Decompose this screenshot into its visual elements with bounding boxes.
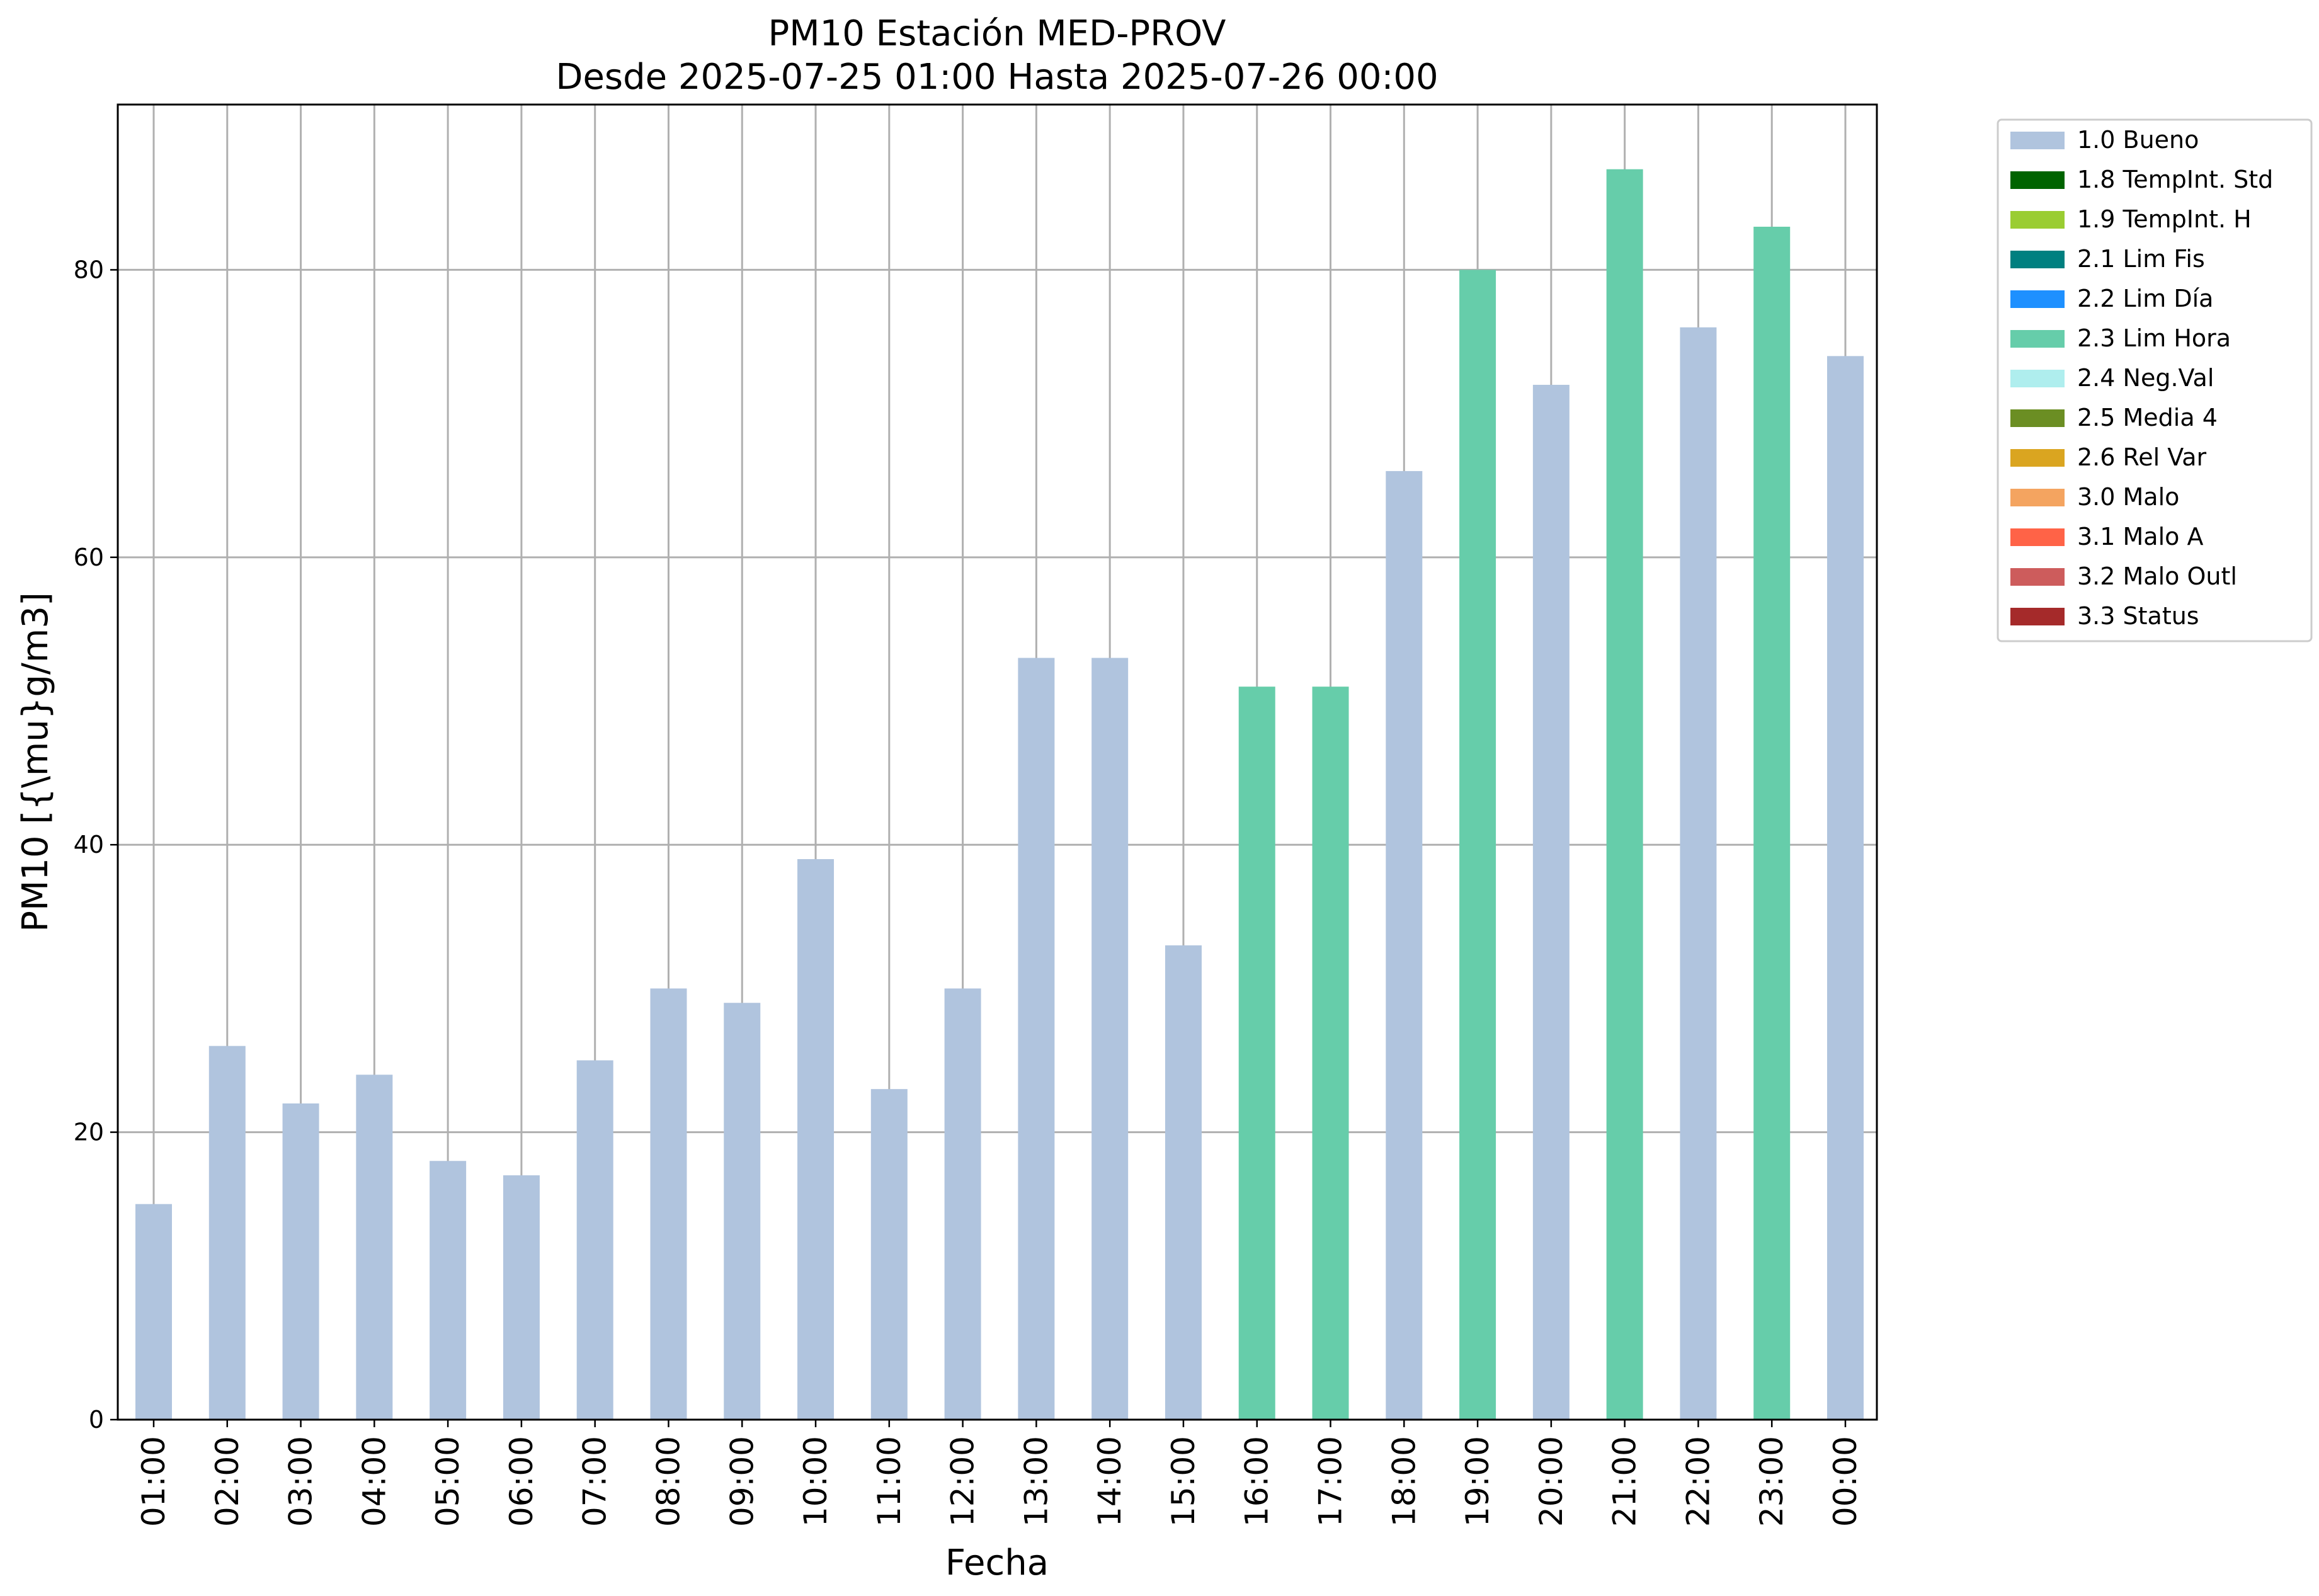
legend: 1.0 Bueno 1.8 TempInt. Std 1.9 TempInt. H 2… [1997,118,2313,642]
x-axis: 01:00 02:00 03:00 04:00 05:00 06:00 07:00 08:00… [135,1420,1864,1527]
legend-label: 2.2 Lim Día [2077,285,2213,312]
bar [1165,945,1202,1420]
bar [356,1074,393,1420]
bar [1238,687,1275,1420]
y-tick-label: 80 [74,256,104,283]
x-axis-label: Fecha [945,1542,1049,1583]
legend-swatch [2010,370,2065,387]
y-tick-label: 0 [89,1406,104,1434]
bar [944,988,981,1420]
legend-frame [1997,118,2313,642]
legend-label: 1.9 TempInt. H [2077,205,2252,233]
y-axis: 0 20 40 60 80 [74,256,118,1434]
bar [650,988,687,1420]
bar [1459,270,1496,1420]
bar [797,859,835,1420]
legend-swatch [2010,171,2065,189]
legend-swatch [2010,251,2065,268]
y-tick-label: 20 [74,1119,104,1146]
legend-label: 2.4 Neg.Val [2077,364,2214,392]
bar [1606,169,1643,1420]
x-tick-label: 06:00 [503,1436,540,1527]
x-tick-label: 02:00 [209,1436,246,1527]
bar [1827,356,1864,1420]
x-tick-label: 04:00 [356,1436,392,1527]
bar [282,1103,319,1420]
x-tick-label: 15:00 [1165,1436,1202,1527]
x-tick-label: 23:00 [1753,1436,1790,1527]
bar [1386,470,1423,1420]
legend-label: 3.0 Malo [2077,483,2179,511]
bar [1312,687,1349,1420]
x-tick-label: 01:00 [135,1436,172,1527]
x-tick-label: 16:00 [1239,1436,1275,1527]
x-tick-label: 08:00 [650,1436,687,1527]
bar [1753,226,1791,1420]
legend-swatch [2010,409,2065,427]
legend-swatch [2010,330,2065,348]
legend-swatch [2010,568,2065,586]
x-tick-label: 21:00 [1607,1436,1643,1527]
chart-subtitle: Desde 2025-07-25 01:00 Hasta 2025-07-26 … [556,57,1438,98]
x-tick-label: 05:00 [430,1436,466,1527]
bar [135,1204,172,1420]
legend-swatch [2010,132,2065,149]
bar [1018,658,1055,1420]
bar [430,1161,467,1420]
bar [724,1003,761,1420]
x-tick-label: 09:00 [724,1436,760,1527]
bar [1532,384,1570,1420]
x-tick-label: 20:00 [1533,1436,1570,1527]
legend-label: 1.0 Bueno [2077,126,2199,154]
legend-label: 2.1 Lim Fis [2077,245,2205,273]
x-tick-label: 03:00 [283,1436,319,1527]
x-tick-label: 19:00 [1459,1436,1496,1527]
legend-swatch [2010,211,2065,229]
legend-label: 2.6 Rel Var [2077,443,2207,471]
x-tick-label: 22:00 [1680,1436,1716,1527]
x-tick-label: 18:00 [1386,1436,1422,1527]
plot-frame [117,103,1878,1421]
legend-label: 3.3 Status [2077,602,2199,630]
legend-swatch [2010,489,2065,506]
y-tick-label: 60 [74,544,104,571]
chart-title: PM10 Estación MED-PROV [768,13,1226,54]
x-tick-label: 00:00 [1827,1436,1864,1527]
legend-swatch [2010,290,2065,308]
bar [870,1089,908,1420]
legend-label: 2.3 Lim Hora [2077,324,2231,352]
x-tick-label: 10:00 [797,1436,834,1527]
legend-swatch [2010,449,2065,467]
x-tick-label: 07:00 [577,1436,613,1527]
y-axis-label: PM10 [{\mu}g/m3] [15,592,56,932]
x-tick-label: 14:00 [1091,1436,1128,1527]
x-tick-label: 13:00 [1018,1436,1054,1527]
bar [1680,327,1717,1420]
legend-label: 2.5 Media 4 [2077,404,2218,431]
bar [576,1060,613,1420]
legend-label: 1.8 TempInt. Std [2077,166,2273,193]
x-tick-label: 17:00 [1313,1436,1349,1527]
y-tick-label: 40 [74,831,104,858]
bar [1091,658,1129,1420]
bar [503,1175,540,1420]
bar [208,1046,246,1420]
bars [135,169,1864,1420]
legend-swatch [2010,528,2065,546]
x-tick-label: 12:00 [945,1436,981,1527]
legend-label: 3.1 Malo A [2077,523,2203,550]
legend-swatch [2010,608,2065,625]
legend-label: 3.2 Malo Outl [2077,562,2237,590]
x-tick-label: 11:00 [871,1436,908,1527]
